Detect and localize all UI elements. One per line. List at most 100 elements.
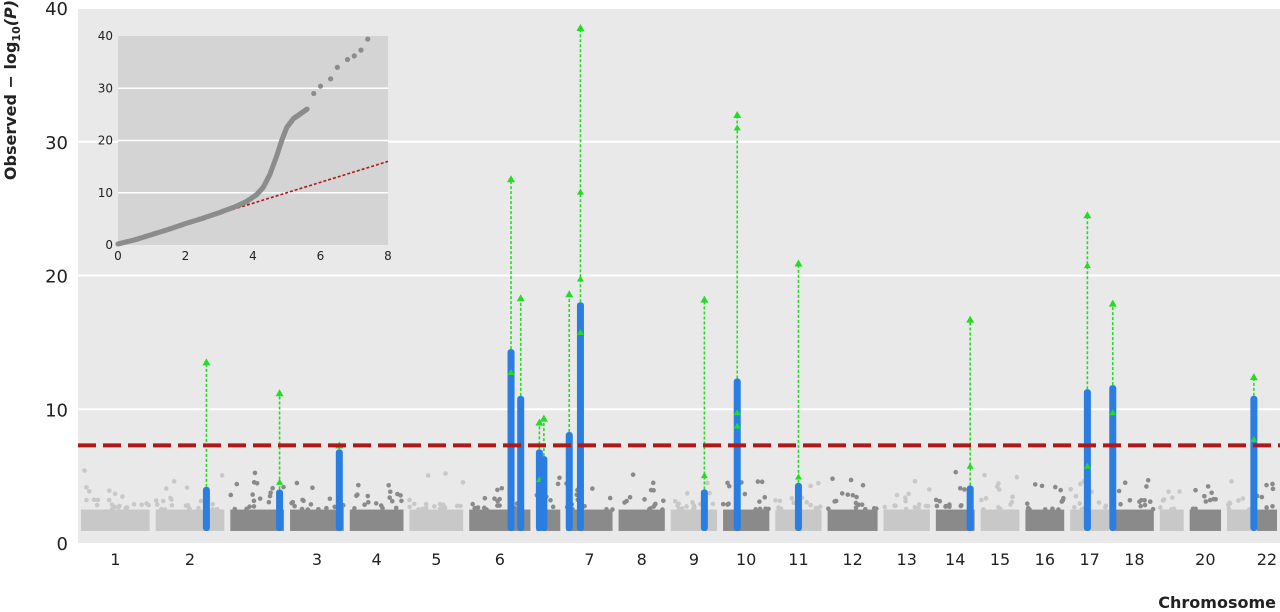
snp-point [460, 479, 466, 485]
snp-point [1264, 482, 1269, 488]
hit-arrow-head [1108, 299, 1117, 307]
qq-x-tick-label: 0 [114, 249, 122, 263]
snp-point [495, 487, 500, 493]
qq-x-tick-label: 4 [249, 249, 257, 263]
snp-point [437, 506, 443, 512]
snp-point [425, 473, 431, 478]
snp-point [555, 481, 561, 487]
snp-point [762, 495, 768, 500]
snp-point [1056, 507, 1061, 512]
y-tick-label: 40 [45, 0, 68, 20]
snp-point [310, 485, 315, 491]
snp-point [1211, 496, 1216, 502]
snp-point [1122, 480, 1128, 485]
snp-point [1161, 497, 1167, 502]
snp-point [624, 498, 629, 504]
hit-arrow-head [794, 259, 803, 267]
snp-point [373, 501, 379, 506]
qq-point [344, 56, 351, 63]
snp-point [84, 485, 89, 490]
snp-point [1270, 486, 1276, 492]
snp-point [386, 482, 391, 488]
snp-point [982, 472, 987, 478]
snp-point [470, 501, 475, 507]
snp-point [94, 502, 100, 508]
chromosome-block [566, 509, 613, 531]
x-tick-label: 11 [788, 550, 808, 569]
hit-arrow-head [535, 418, 544, 426]
snp-point [1059, 499, 1065, 504]
qq-y-tick-label: 20 [98, 134, 113, 148]
hit-arrow-marker [1250, 436, 1258, 442]
snp-point [123, 505, 129, 511]
snp-point [981, 507, 986, 512]
qq-point [311, 90, 317, 97]
snp-point [1142, 497, 1147, 503]
hit-column [517, 395, 525, 531]
snp-point [650, 480, 656, 486]
x-tick-label: 18 [1124, 550, 1144, 569]
snp-point [726, 483, 732, 489]
snp-point [327, 496, 333, 502]
snp-point [305, 507, 311, 512]
snp-point [82, 468, 87, 473]
snp-point [1118, 501, 1123, 507]
hit-arrow-head [733, 110, 742, 118]
snp-point [441, 502, 446, 508]
snp-point [958, 503, 964, 509]
qq-y-tick-label: 40 [98, 29, 113, 43]
x-tick-label: 1 [110, 550, 120, 569]
snp-point [106, 497, 112, 503]
snp-point [196, 505, 201, 511]
snp-point [120, 494, 125, 499]
hit-arrow-marker [576, 329, 584, 335]
chromosome-block [1256, 509, 1277, 531]
chromosome-block [1227, 509, 1251, 531]
chromosome-block [618, 509, 665, 531]
snp-point [853, 505, 859, 510]
x-tick-label: 22 [1257, 550, 1277, 569]
hit-column [565, 431, 573, 531]
snp-point [957, 485, 963, 491]
x-tick-label: 13 [897, 550, 917, 569]
snp-point [355, 492, 360, 497]
snp-point [996, 481, 1001, 486]
y-tick-label: 30 [45, 133, 68, 154]
snp-point [1227, 501, 1233, 506]
snp-point [1202, 493, 1207, 499]
snp-point [389, 498, 395, 504]
hit-arrow-marker [733, 409, 741, 416]
snp-point [1032, 482, 1038, 487]
hit-arrow-head [539, 414, 548, 422]
snp-point [1010, 494, 1015, 499]
snp-point [420, 506, 425, 512]
snp-point [1058, 487, 1063, 493]
snp-point [854, 494, 859, 500]
snp-point [1270, 481, 1275, 487]
snp-point [407, 504, 412, 510]
snp-point [251, 504, 257, 509]
snp-point [916, 505, 921, 511]
snp-point [859, 502, 865, 507]
snp-point [652, 502, 658, 507]
snp-point [169, 497, 174, 502]
snp-point [292, 503, 297, 509]
hit-arrow-marker [1109, 409, 1117, 416]
x-tick-label: 15 [990, 550, 1010, 569]
y-tick-label: 10 [45, 400, 68, 421]
snp-point [252, 470, 258, 476]
snp-point [299, 506, 305, 512]
snp-point [996, 487, 1002, 492]
snp-point [953, 469, 959, 475]
hit-arrow-head [700, 295, 709, 303]
snp-point [903, 506, 909, 512]
snp-point [473, 505, 479, 511]
snp-point [266, 499, 272, 505]
snp-point [1166, 489, 1171, 495]
snp-point [257, 496, 263, 501]
snp-point [1137, 499, 1142, 505]
snp-point [1177, 489, 1182, 494]
qq-point [358, 47, 364, 53]
chromosome-block [935, 509, 975, 531]
